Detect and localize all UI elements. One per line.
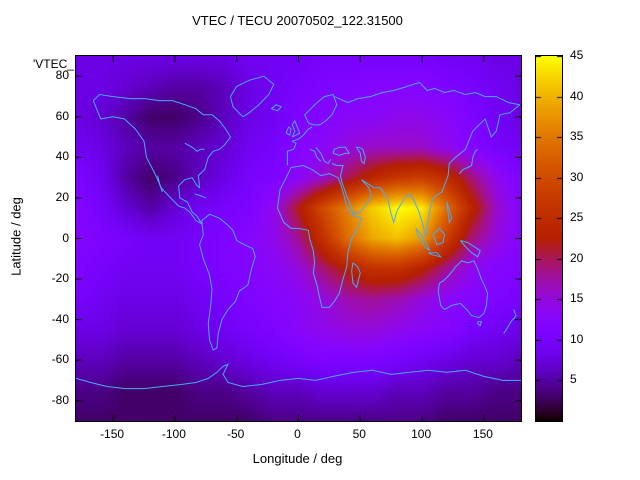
y-tick-label: 40 (55, 149, 69, 164)
y-tick-label: -20 (51, 271, 69, 286)
coastline-path (446, 201, 453, 224)
coastline-path (503, 309, 517, 335)
colorbar-tick-label: 35 (570, 129, 584, 144)
coastline-path (351, 262, 361, 289)
coastline-path (355, 146, 366, 165)
colorbar-tick-label: 25 (570, 210, 584, 225)
coastline-path (92, 93, 232, 225)
coastline-path (157, 175, 163, 193)
coastline-path (309, 148, 322, 162)
coastline-path (415, 228, 430, 252)
x-tick-label: -100 (161, 427, 186, 441)
plot-area (75, 55, 522, 422)
coastline-path (334, 81, 520, 106)
colorbar-tick-label: 20 (570, 250, 584, 265)
coastline-path (184, 142, 205, 152)
x-tick-label: 0 (294, 427, 301, 441)
colorbar-tick-label: 10 (570, 331, 584, 346)
coastline-path (460, 240, 481, 258)
coastline-path (437, 260, 489, 319)
y-tick-label: 20 (55, 189, 69, 204)
coastline-path (477, 321, 483, 327)
coastline-path (332, 146, 351, 156)
colorbar (535, 55, 563, 422)
colorbar-tick-label: 15 (570, 291, 584, 306)
coastline-path (286, 126, 313, 166)
heatmap-canvas (76, 56, 521, 421)
y-axis-label: Latitude / deg (8, 197, 24, 276)
x-axis-label: Longitude / deg (252, 451, 343, 466)
y-tick-label: -80 (51, 392, 69, 407)
coastline-path (194, 193, 206, 199)
y-tick-label: -60 (51, 352, 69, 367)
coastline-path (315, 146, 332, 165)
colorbar-gradient (536, 56, 562, 421)
coastline-path (458, 148, 479, 174)
x-tick-label: 100 (411, 427, 432, 441)
coastline-path (304, 93, 338, 126)
x-tick-label: 50 (352, 427, 366, 441)
chart-title: VTEC / TECU 20070502_122.31500 (192, 13, 403, 28)
coastline-path (276, 164, 363, 308)
y-tick-label: 0 (62, 230, 69, 245)
coastline-overlay (76, 56, 521, 421)
coastline-path (199, 213, 256, 351)
coastline-path (428, 252, 443, 258)
coastline-path (270, 104, 283, 112)
x-tick-label: -50 (227, 427, 245, 441)
coastline-path (331, 104, 521, 237)
colorbar-tick-label: 30 (570, 169, 584, 184)
coastline-path (432, 227, 445, 246)
x-tick-label: 150 (472, 427, 493, 441)
colorbar-tick-label: 5 (570, 372, 577, 387)
y-tick-label: 80 (55, 68, 69, 83)
coastline-path (285, 126, 292, 136)
coastline-path (291, 119, 301, 138)
stray-key-label: 'VTEC_ (33, 57, 74, 71)
x-tick-label: -150 (100, 427, 125, 441)
colorbar-tick-label: 40 (570, 88, 584, 103)
coastline-path (76, 363, 521, 390)
colorbar-tick-label: 45 (570, 48, 584, 62)
y-tick-label: 60 (55, 108, 69, 123)
y-tick-label: -40 (51, 311, 69, 326)
coastline-path (229, 75, 275, 118)
